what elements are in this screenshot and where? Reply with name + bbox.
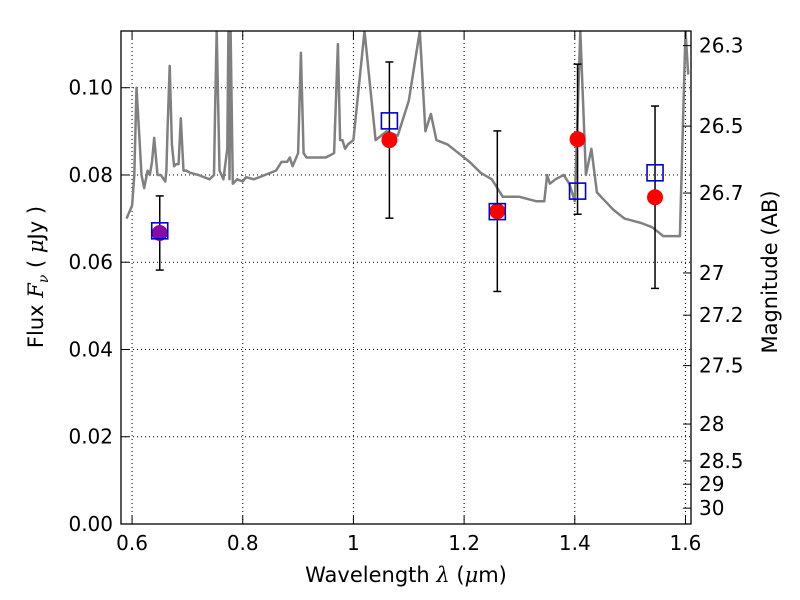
model-square xyxy=(568,182,587,200)
y-tick-label: 0.08 xyxy=(68,163,113,187)
y2-tick-label: 27 xyxy=(699,261,724,285)
y-tick-labels: 0.00 0.02 0.04 0.06 0.08 0.10 xyxy=(68,76,113,536)
data-point-circle xyxy=(647,189,664,206)
y2-tick-label: 26.5 xyxy=(699,114,744,138)
y-tick-label: 0.10 xyxy=(68,76,113,100)
plot-frame xyxy=(120,30,692,525)
data-point-circle xyxy=(381,132,398,149)
x-tick-label: 1.4 xyxy=(559,531,591,555)
x-tick-label: 1.6 xyxy=(670,531,702,555)
model-squares xyxy=(150,112,664,240)
x-tick-label: 0.8 xyxy=(227,531,259,555)
y2-tick-label: 27.5 xyxy=(699,354,744,378)
x-axis-label: Wavelength λ (μm) xyxy=(305,563,507,587)
x-tick-label: 1.2 xyxy=(448,531,480,555)
data-point-circle xyxy=(569,131,586,148)
y-tick-label: 0.04 xyxy=(68,337,113,361)
grid-lines xyxy=(121,31,691,525)
sed-model-curve xyxy=(125,31,690,238)
model-square xyxy=(380,112,399,130)
y2-tick-label: 29 xyxy=(699,472,724,496)
model-square xyxy=(150,222,169,240)
y-tick-label: 0.02 xyxy=(68,425,113,449)
y2-tick-label: 28.5 xyxy=(699,449,744,473)
y2-tick-label: 26.3 xyxy=(699,34,744,58)
model-square xyxy=(646,163,664,182)
x-tick-label: 0.6 xyxy=(116,531,148,555)
model-square xyxy=(488,202,507,221)
y2-tick-label: 30 xyxy=(699,496,724,520)
y2-tick-label: 28 xyxy=(699,412,724,436)
y2-tick-label: 26.7 xyxy=(699,181,744,205)
y2-tick-label: 27.2 xyxy=(699,303,744,327)
axis-ticks xyxy=(121,31,691,525)
y-axis-label: Flux Fν ( μJy ) xyxy=(24,206,52,348)
y2-axis-label: Magnitude (AB) xyxy=(758,190,782,353)
photometry-circles xyxy=(151,131,664,241)
sed-model-line xyxy=(125,31,690,238)
y-tick-label: 0.00 xyxy=(68,512,113,536)
x-tick-labels: 0.6 0.8 1 1.2 1.4 1.6 xyxy=(116,531,701,555)
x-tick-label: 1 xyxy=(347,531,360,555)
y-tick-label: 0.06 xyxy=(68,250,113,274)
data-point-circle xyxy=(489,203,506,220)
